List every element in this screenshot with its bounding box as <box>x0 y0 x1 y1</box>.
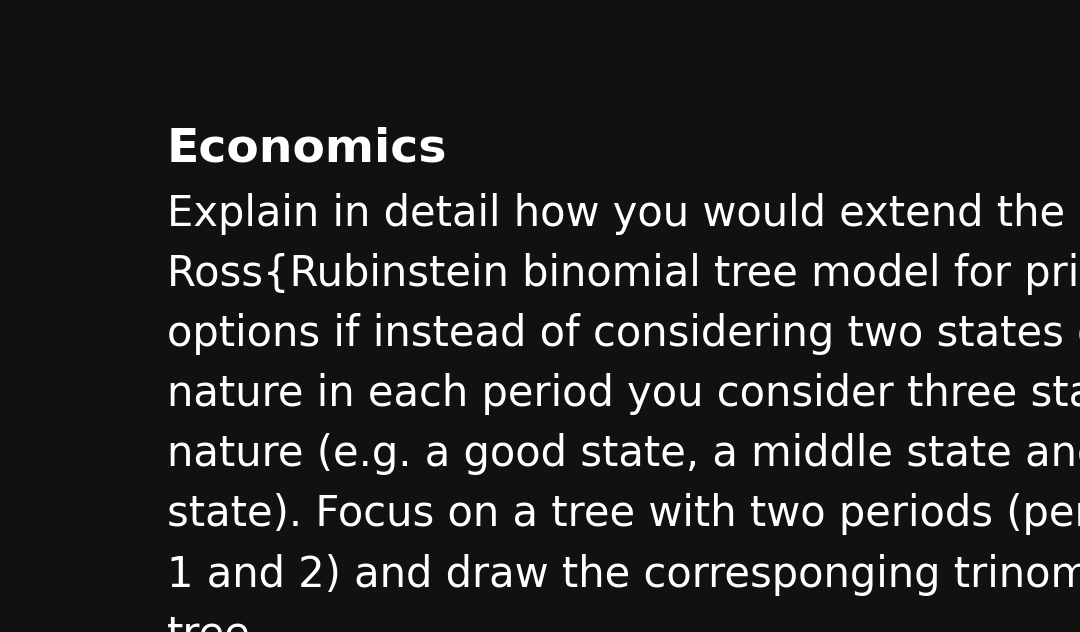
Text: Economics: Economics <box>166 127 447 172</box>
Text: Explain in detail how you would extend the Cox-
Ross{Rubinstein binomial tree mo: Explain in detail how you would extend t… <box>166 193 1080 632</box>
